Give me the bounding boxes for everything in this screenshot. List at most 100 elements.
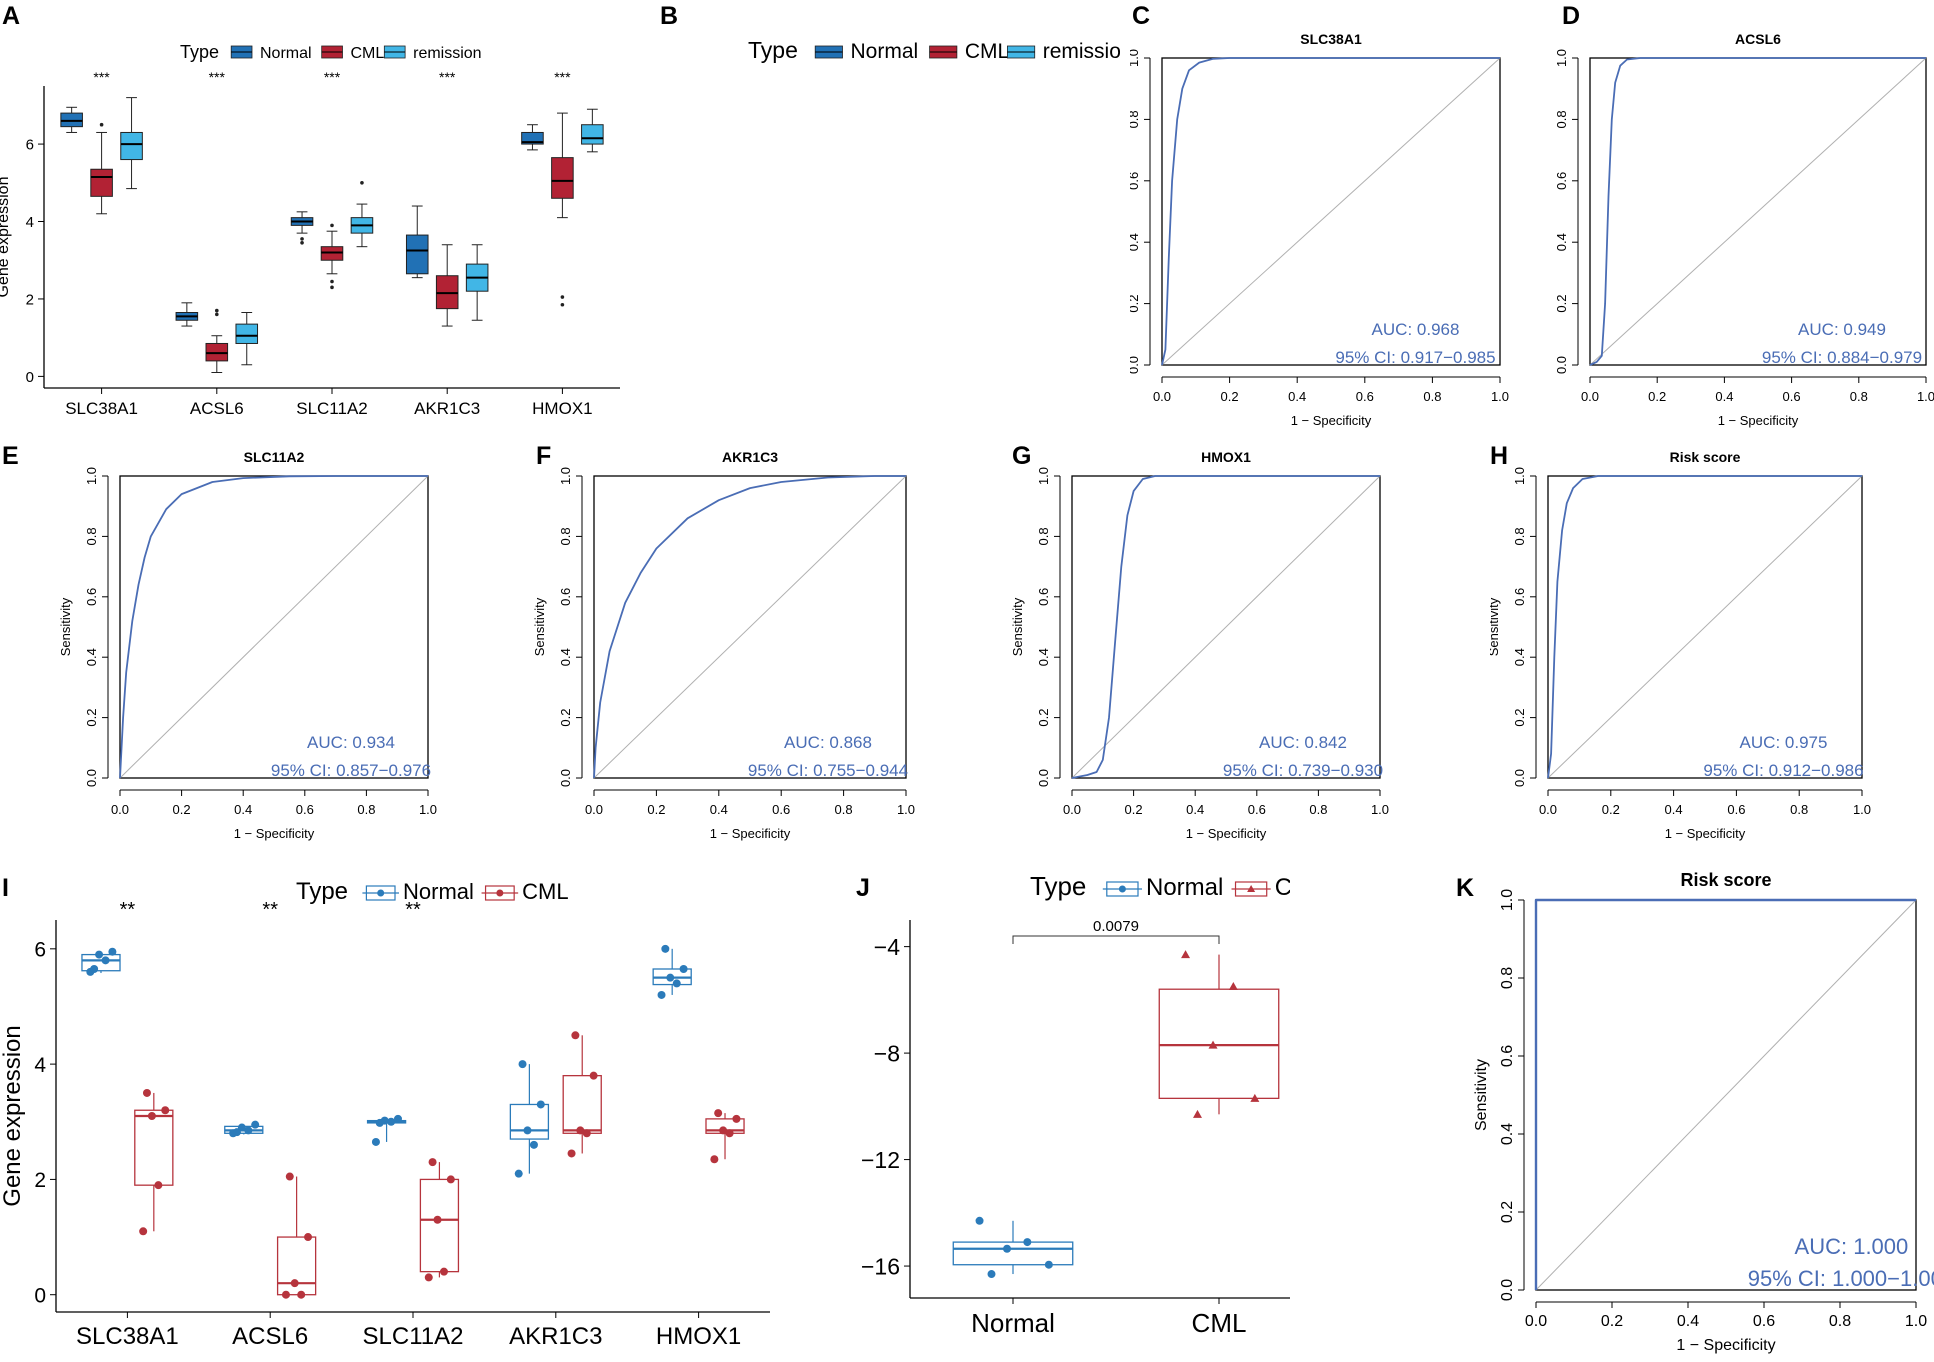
box-normal-point [975,1216,984,1225]
legend-marker [1247,885,1256,892]
box-cml-point [714,1109,723,1118]
ci-label: 95% CI: 0.755−0.944 [748,761,908,780]
box-normal-point [518,1060,527,1069]
ci-label: 95% CI: 0.857−0.976 [271,761,431,780]
roc-curve [1071,475,1380,779]
roc-chart-c: SLC38A1 0.0 0.0 0.2 0.2 0.4 0.4 0.6 0.6 0.8 0.8 1.0… [1130,31,1509,428]
roc-chart-k: Risk score 0.0 0.0 0.2 0.2 0.4 0.4 0.6 0.6 0.8 0.8… [1473,870,1934,1354]
box-cml-point [710,1155,719,1164]
x-tick-label: SLC38A1 [76,1323,179,1350]
legend-label: CML [522,879,568,904]
y-tick-label: 0.0 [1512,769,1527,787]
x-tick-label: 0.2 [1125,802,1143,817]
box-cml-point [589,1071,598,1080]
panel-label-f: F [536,442,552,470]
box-cml-point [290,1279,299,1288]
chart-title: SLC38A1 [1300,31,1362,47]
x-axis-label: 1 − Specificity [1718,413,1799,428]
box-normal-box [405,234,429,275]
box-cml-point [433,1215,442,1224]
legend-label: Normal [260,45,312,62]
box-cml-point [1192,1109,1202,1118]
legend-label: CML [1275,874,1290,901]
box-normal-point [1003,1244,1012,1253]
box-normal-point [1044,1260,1053,1269]
y-tick-label: 0.6 [1499,1045,1516,1067]
x-axis-label: 1 − Specificity [1665,826,1746,841]
legend-marker [496,889,504,897]
box-cml-point [439,1267,448,1276]
box-cml-box [90,168,113,197]
legend-label: remission [413,45,481,62]
box-cml-outlier [99,122,104,127]
chart-title: HMOX1 [1201,449,1251,465]
y-tick-label: 0.4 [84,648,99,666]
roc-curve [593,475,906,779]
x-axis-label: 1 − Specificity [710,826,791,841]
p-value-label: 0.0079 [1093,918,1139,935]
legend-marker [1118,885,1126,893]
box-normal-point [523,1126,532,1135]
box-chart-b: −10.0−12.5−15.0−17.5Risk scoreNormalCMLr… [748,37,1120,63]
box-remission-box [235,323,259,344]
x-tick-label: 1.0 [1917,389,1934,404]
y-axis-label: Risk score [840,1048,844,1169]
chart-title: SLC11A2 [244,449,305,465]
box-cml-outlier [330,279,334,284]
box-normal-box [509,1103,550,1140]
box-cml-point [719,1126,728,1135]
y-tick-label: 0.2 [1556,295,1569,313]
box-normal-point [108,947,117,956]
x-tick-label: 0.6 [1753,1313,1775,1330]
diagonal-reference-line [1535,899,1917,1291]
diagonal-reference-line [1589,57,1927,366]
x-tick-label: 0.2 [1221,389,1239,404]
roc-chart-g: HMOX1 0.0 0.0 0.2 0.2 0.4 0.4 0.6 0.6 0.8 0.8 1.0 1.… [1012,449,1389,841]
significance-bracket [1012,935,1220,944]
significance-label: *** [439,69,456,85]
box-normal-point [1023,1238,1032,1247]
legend-label: Normal [1146,874,1223,901]
box-normal-point [661,944,670,953]
box-cml-outlier [330,223,334,228]
box-normal-point [375,1118,384,1127]
chart-title: Risk score [1680,870,1771,890]
y-tick-label: 6 [26,137,34,154]
significance-label: ** [262,899,278,921]
auc-label: AUC: 0.868 [784,733,872,752]
y-axis-label: Sensitivity [534,597,547,656]
auc-label: AUC: 0.949 [1798,320,1886,339]
x-tick-label: SLC11A2 [296,399,368,418]
y-tick-label: 0.4 [1512,648,1527,666]
panel-label-k: K [1456,874,1475,902]
chart-title: AKR1C3 [722,449,778,465]
x-tick-label: 0.4 [1677,1313,1699,1330]
y-tick-label: 0 [34,1284,46,1307]
y-tick-label: 1.0 [84,467,99,485]
box-normal-point [536,1100,545,1109]
ci-label: 95% CI: 0.739−0.930 [1223,761,1383,780]
y-tick-label: 0.4 [1556,233,1569,251]
y-tick-label: 0.8 [558,527,573,545]
y-tick-label: 0.4 [1036,648,1051,666]
y-tick-label: −4 [874,934,900,960]
box-cml-point [571,1031,580,1040]
legend-title: Type [180,42,219,62]
box-cml-point [139,1227,148,1236]
box-cml-point [446,1175,455,1184]
x-tick-label: 0.6 [1783,389,1801,404]
y-tick-label: 0.8 [84,527,99,545]
box-cml-point [576,1126,585,1135]
y-tick-label: 0.6 [84,588,99,606]
x-tick-label: 0.0 [585,802,603,817]
y-tick-label: 6 [34,939,46,962]
y-tick-label: 0.6 [1036,588,1051,606]
box-cml-point [1208,1040,1218,1049]
diagonal-reference-line [119,475,429,779]
box-cml-box [419,1178,460,1273]
box-normal-point [672,979,681,988]
significance-label: *** [209,69,226,85]
box-cml-point [1250,1093,1260,1102]
box-cml-point [1181,950,1191,959]
box-normal-point [251,1120,260,1129]
